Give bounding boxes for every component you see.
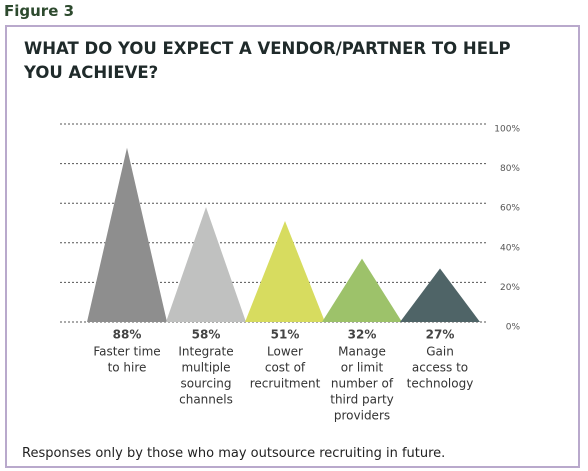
x-tick-label: Lower: [267, 345, 303, 359]
peak-bar: [87, 147, 167, 322]
x-tick-label: or limit: [341, 361, 384, 375]
x-tick-label: providers: [334, 409, 390, 423]
value-label: 32%: [348, 328, 377, 342]
x-tick-label: Manage: [338, 345, 386, 359]
x-tick-label: number of: [331, 377, 394, 391]
chart-frame: [5, 25, 580, 468]
peak-bar: [245, 221, 325, 322]
x-tick-label: third party: [330, 393, 394, 407]
chart-title: WHAT DO YOU EXPECT A VENDOR/PARTNER TO H…: [24, 39, 511, 82]
peak-bar: [166, 207, 246, 322]
value-label: 88%: [113, 328, 142, 342]
figure-label: Figure 3: [4, 2, 75, 20]
x-tick-label: sourcing: [180, 377, 231, 391]
value-label: 58%: [192, 328, 221, 342]
value-label: 51%: [271, 328, 300, 342]
x-tick-label: channels: [179, 393, 233, 407]
y-tick-label: 100%: [494, 125, 520, 135]
y-tick-label: 40%: [500, 243, 520, 253]
peak-bar: [400, 268, 480, 322]
x-tick-label: to hire: [108, 361, 147, 375]
y-tick-label: 60%: [500, 204, 520, 214]
x-tick-label: Integrate: [178, 345, 233, 359]
x-tick-label: Faster time: [93, 345, 160, 359]
y-tick-label: 0%: [506, 323, 521, 333]
x-tick-label: Gain: [426, 345, 454, 359]
x-tick-label: recruitment: [250, 377, 321, 391]
y-tick-label: 20%: [500, 283, 520, 293]
value-label: 27%: [426, 328, 455, 342]
y-tick-label: 80%: [500, 164, 520, 174]
x-tick-label: technology: [407, 377, 474, 391]
x-tick-label: cost of: [265, 361, 306, 375]
peak-bar: [322, 258, 402, 322]
footnote: Responses only by those who may outsourc…: [22, 446, 446, 461]
x-tick-label: access to: [412, 361, 468, 375]
x-tick-label: multiple: [181, 361, 230, 375]
